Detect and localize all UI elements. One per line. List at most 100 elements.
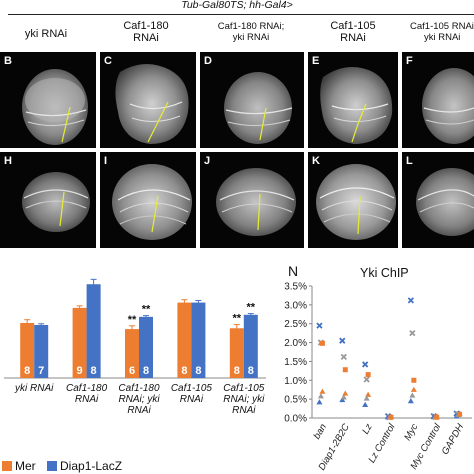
bar-count-label: 8	[248, 365, 254, 377]
panel-letter-n: N	[288, 263, 299, 279]
data-point-triangle	[363, 395, 370, 401]
column-label-line2: RNAi	[133, 32, 159, 44]
wing-disc-image	[112, 164, 192, 240]
column-label-line1: Caf1-180	[123, 20, 169, 32]
data-point-triangle	[317, 393, 324, 399]
panel-letter: I	[104, 155, 108, 167]
y-tick-label: 3.5%	[284, 282, 307, 293]
column-label-caf180: Caf1-180 RNAi	[100, 20, 192, 44]
x-tick-label: Myc	[402, 422, 420, 443]
x-tick-label: yki RNAi	[14, 383, 54, 394]
data-point-square	[411, 377, 417, 383]
data-point-square	[342, 367, 348, 373]
panel-letter: K	[312, 155, 320, 167]
image-panel-E: E	[308, 52, 398, 148]
data-point-triangle	[319, 388, 326, 394]
bar-count-label: 8	[143, 365, 149, 377]
column-label-line1: Caf1-105 RNAi	[410, 21, 474, 32]
panel-letter: F	[406, 55, 413, 67]
x-tick-label: Caf1-180	[118, 383, 160, 394]
data-point-square	[434, 414, 440, 420]
image-panel-C: C	[100, 52, 196, 148]
data-point-triangle	[410, 386, 417, 392]
legend-label: Diap1-LacZ	[60, 459, 123, 473]
column-label-line2: yki RNAi	[424, 31, 461, 43]
data-point-triangle	[365, 391, 372, 397]
data-point-triangle	[342, 390, 349, 396]
bar-mer	[20, 322, 35, 378]
data-point-triangle	[362, 401, 369, 407]
data-point-triangle	[340, 394, 347, 400]
panel-letter: L	[406, 155, 413, 167]
data-point-square	[365, 372, 371, 378]
x-tick-label: Caf1-105	[171, 383, 213, 394]
bar-count-label: 6	[129, 365, 135, 377]
data-point-x	[409, 330, 416, 337]
y-tick-label: 2.0%	[284, 338, 307, 349]
column-label-line1: Caf1-105	[330, 20, 376, 32]
wing-disc-image	[320, 67, 393, 144]
x-tick-label: RNAi; yki	[223, 394, 265, 405]
significance-stars: **	[233, 313, 242, 325]
wing-disc-image	[224, 72, 293, 144]
chip-chart-title: Yki ChIP	[360, 266, 409, 280]
significance-stars: **	[142, 304, 151, 316]
column-label-line1: Caf1-180 RNAi;	[217, 21, 285, 32]
significance-stars: **	[128, 314, 137, 326]
image-panel-D: D	[200, 52, 304, 148]
bar-diap1-lacz	[139, 316, 153, 378]
data-point-square	[319, 340, 325, 346]
data-point-triangle	[407, 398, 414, 404]
panel-letter: H	[4, 155, 12, 167]
y-tick-label: 0.0%	[284, 414, 307, 425]
image-panel-J: J	[200, 152, 304, 248]
bar-count-label: 7	[38, 365, 44, 377]
x-tick-label: Caf1-105	[223, 383, 265, 394]
y-tick-label: 2.5%	[284, 319, 307, 330]
x-tick-label: RNAi	[180, 394, 204, 405]
data-point-x	[362, 361, 369, 368]
data-point-x	[339, 337, 346, 344]
bar-count-label: 9	[77, 365, 83, 377]
bar-count-label: 8	[234, 365, 240, 377]
significance-stars: **	[247, 302, 256, 314]
image-panel-B: B	[0, 52, 96, 148]
image-panel-L: L	[402, 152, 474, 248]
wing-disc-image	[115, 63, 189, 144]
wing-disc-image	[22, 172, 90, 232]
scatter-chart-yki-chip: 0.0%0.5%1.0%1.5%2.0%2.5%3.0%3.5%banDiap1…	[284, 282, 472, 472]
wing-disc-image	[216, 168, 296, 236]
bar-count-label: 8	[181, 365, 187, 377]
genotype-title: Tub-Gal80TS; hh-Gal4>	[181, 0, 293, 11]
data-point-x	[363, 376, 370, 383]
bar-count-label: 8	[91, 365, 97, 377]
column-label-caf105: Caf1-105 RNAi	[308, 20, 398, 44]
bar-diap1-lacz	[243, 314, 258, 378]
legend-swatch-diap1	[47, 461, 58, 471]
wing-disc-image	[422, 68, 474, 144]
column-label-caf180-yki: Caf1-180 RNAi; yki RNAi	[196, 21, 306, 43]
chart-legend: Mer Diap1-LacZ	[2, 459, 130, 473]
column-label-caf105-yki: Caf1-105 RNAi yki RNAi	[400, 21, 474, 43]
panel-letter: B	[4, 55, 12, 67]
wing-disc-image	[416, 168, 474, 236]
bar-count-label: 8	[24, 365, 30, 377]
data-point-triangle	[409, 392, 416, 398]
panel-letter: E	[312, 55, 320, 67]
y-tick-label: 0.5%	[284, 395, 307, 406]
legend-label: Mer	[15, 459, 36, 473]
column-label-line1: yki RNAi	[24, 28, 68, 40]
bar-mer	[229, 328, 244, 378]
data-point-triangle	[339, 396, 346, 403]
figure-header: Tub-Gal80TS; hh-Gal4>	[0, 0, 474, 15]
x-tick-label: Caf1-180	[66, 383, 108, 394]
x-tick-label: GAPDH	[440, 422, 466, 457]
bar-diap1-lacz	[86, 284, 101, 378]
x-tick-label: RNAi	[127, 405, 151, 416]
y-tick-label: 1.5%	[284, 357, 307, 368]
y-tick-label: 3.0%	[284, 300, 307, 311]
wing-disc-image	[316, 164, 396, 240]
wing-disc-image	[22, 69, 88, 145]
data-point-x	[340, 353, 347, 361]
